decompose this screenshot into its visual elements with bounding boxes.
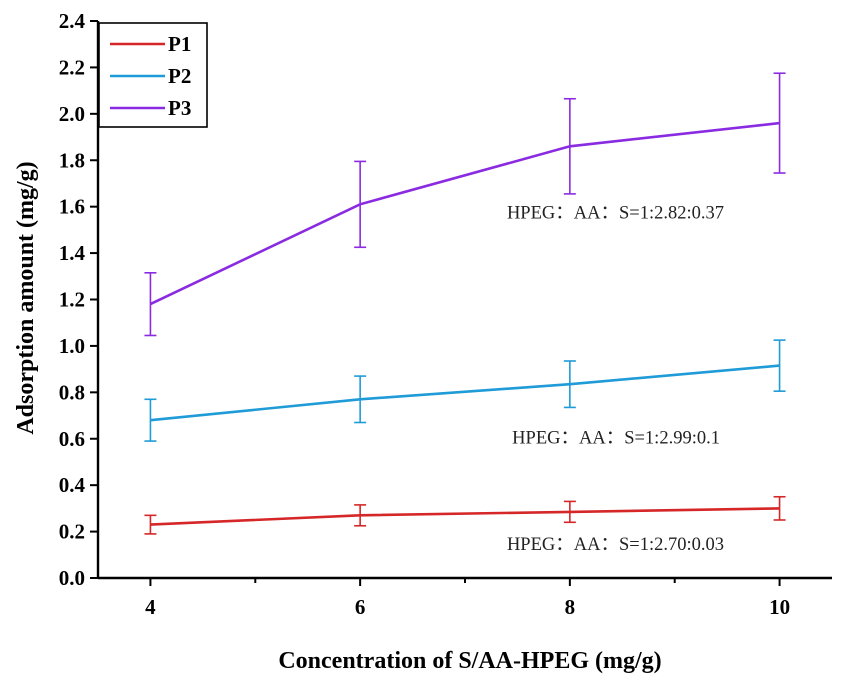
y-tick-label: 1.2 <box>59 288 85 312</box>
series-p3 <box>144 72 786 337</box>
x-axis-title: Concentration of S/AA-HPEG (mg/g) <box>278 648 661 674</box>
y-tick-label: 0.6 <box>59 427 85 451</box>
axes <box>96 21 832 580</box>
y-tick-label: 0.2 <box>59 520 85 544</box>
x-tick-label: 4 <box>145 595 156 619</box>
legend-label-p2: P2 <box>168 64 191 88</box>
y-tick-label: 1.6 <box>59 195 85 219</box>
ratio-annotation: HPEG：AA：S=1:2.82:0.37 <box>507 203 724 223</box>
x-tick-label: 8 <box>565 595 576 619</box>
annotations: HPEG：AA：S=1:2.82:0.37 HPEG：AA：S=1:2.99:0.… <box>507 203 724 555</box>
y-tick-label: 1.4 <box>59 241 86 265</box>
legend: P1 P2 P3 <box>98 22 208 128</box>
y-axis-title: Adsorption amount (mg/g) <box>13 161 39 434</box>
y-tick-label: 0.0 <box>59 566 85 590</box>
series-line-p3 <box>149 121 780 306</box>
series-line-p1 <box>150 507 780 526</box>
ticks: 0.0 0.2 0.4 0.6 0.8 1.0 1.2 1.4 1.6 1.8 2.0 2.2 2.4 4… <box>59 9 790 619</box>
legend-label-p1: P1 <box>168 32 191 56</box>
x-tick-label: 6 <box>355 595 366 619</box>
y-tick-label: 2.2 <box>59 55 85 79</box>
y-tick-label: 0.4 <box>59 473 86 497</box>
ratio-annotation: HPEG：AA：S=1:2.99:0.1 <box>512 428 720 448</box>
y-tick-label: 2.0 <box>59 102 85 126</box>
y-tick-label: 2.4 <box>59 9 86 33</box>
legend-label-p3: P3 <box>168 96 191 120</box>
x-tick-label: 10 <box>769 595 790 619</box>
y-tick-label: 1.0 <box>59 334 85 358</box>
ratio-annotation: HPEG：AA：S=1:2.70:0.03 <box>507 535 724 555</box>
y-tick-label: 0.8 <box>59 380 85 404</box>
series-p1 <box>144 495 786 535</box>
series-group <box>144 72 786 535</box>
series-line-p2 <box>150 364 780 422</box>
series-p2 <box>144 339 786 442</box>
y-tick-label: 1.8 <box>59 148 85 172</box>
